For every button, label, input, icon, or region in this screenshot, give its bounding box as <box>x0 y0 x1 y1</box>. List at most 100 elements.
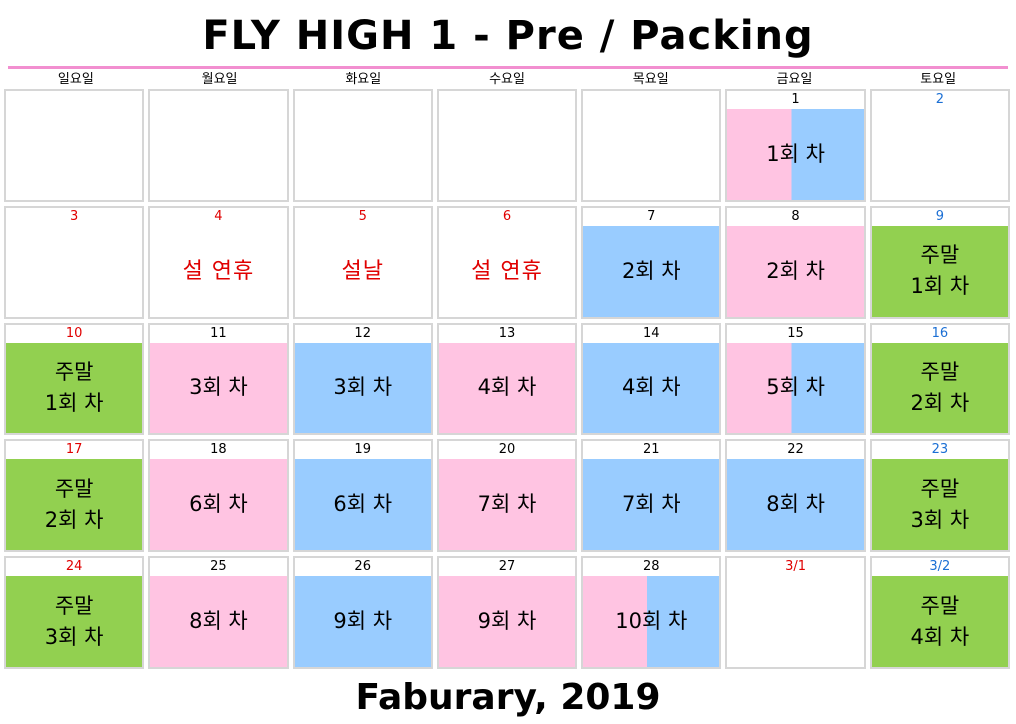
day-number: 20 <box>498 442 516 458</box>
holiday-label: 설 연휴 <box>182 258 255 284</box>
day-cell: 11 3회 차 <box>148 322 289 436</box>
session-block: 1회 차 <box>727 109 864 200</box>
weekday-mon: 월요일 <box>201 72 238 87</box>
day-cell: 15 5회 차 <box>725 322 866 436</box>
weekday-wed: 수요일 <box>489 72 525 87</box>
day-cell: 7 2회 차 <box>581 205 722 319</box>
session-block: 7회 차 <box>438 459 576 551</box>
session-label: 4회 차 <box>621 375 681 400</box>
day-cell: 18 6회 차 <box>148 439 289 553</box>
session-block: 주말 3회 차 <box>6 576 143 667</box>
day-cell <box>4 89 145 202</box>
day-number: 11 <box>210 325 227 341</box>
session-block: 2회 차 <box>727 225 864 317</box>
day-number: 16 <box>931 325 949 341</box>
session-block: 9회 차 <box>438 576 576 667</box>
weekday-sun: 일요일 <box>57 72 94 87</box>
session-block <box>295 109 431 200</box>
day-cell: 21 7회 차 <box>581 439 722 553</box>
day-number: 23 <box>931 442 949 458</box>
session-block <box>583 109 719 200</box>
session-label: 8회 차 <box>766 492 825 517</box>
month-caption: Faburary, 2019 <box>355 677 661 718</box>
session-label: 2회 차 <box>766 258 825 283</box>
day-number: 14 <box>643 325 660 341</box>
session-label: 주말 2회 차 <box>910 359 970 415</box>
session-block: 주말 2회 차 <box>6 459 143 551</box>
holiday-block: 설 연휴 <box>439 226 575 317</box>
day-number: 3/2 <box>929 559 951 575</box>
session-block: 6회 차 <box>150 459 287 551</box>
session-block: 주말 1회 차 <box>6 342 143 434</box>
weekday-sat: 토요일 <box>920 72 957 87</box>
day-number: 18 <box>210 442 227 458</box>
day-cell: 6 설 연휴 <box>436 205 578 319</box>
session-label: 주말 4회 차 <box>910 593 970 649</box>
session-block: 3회 차 <box>150 342 287 434</box>
day-number <box>439 91 575 109</box>
session-label: 7회 차 <box>477 492 537 517</box>
holiday-block: 설날 <box>295 226 431 317</box>
day-number: 3/1 <box>785 559 807 575</box>
day-number: 10 <box>65 325 83 341</box>
session-block <box>6 109 142 200</box>
day-number: 28 <box>643 559 660 575</box>
holiday-label: 설 연휴 <box>471 258 543 284</box>
session-label: 4회 차 <box>477 375 537 400</box>
session-block: 주말 3회 차 <box>871 459 1008 551</box>
day-cell: 28 10회 차 <box>581 556 722 669</box>
session-label: 5회 차 <box>766 375 825 400</box>
day-cell: 14 4회 차 <box>581 322 722 436</box>
weekday-thu: 목요일 <box>632 72 669 87</box>
day-cell: 12 3회 차 <box>292 322 433 436</box>
day-number: 1 <box>791 92 800 107</box>
day-cell: 20 7회 차 <box>436 439 578 553</box>
day-cell <box>581 89 722 202</box>
session-label: 7회 차 <box>621 492 681 517</box>
day-cell: 3/2 주말 4회 차 <box>869 556 1010 669</box>
day-cell: 26 9회 차 <box>292 556 433 669</box>
session-label: 주말 2회 차 <box>44 476 104 532</box>
session-label: 6회 차 <box>333 492 393 517</box>
day-number: 9 <box>935 208 944 224</box>
day-number <box>583 91 719 109</box>
session-block: 6회 차 <box>294 459 431 551</box>
session-block: 5회 차 <box>727 342 864 434</box>
session-label: 주말 3회 차 <box>44 593 104 649</box>
session-block: 9회 차 <box>294 576 431 667</box>
day-cell <box>292 89 433 202</box>
day-number: 22 <box>787 442 804 458</box>
session-label: 주말 1회 차 <box>910 243 970 299</box>
day-number: 4 <box>214 208 223 224</box>
day-number <box>6 91 142 109</box>
session-block: 4회 차 <box>583 342 720 434</box>
day-number: 3 <box>70 208 79 224</box>
day-cell: 17 주말 2회 차 <box>4 439 145 553</box>
day-number: 5 <box>358 208 367 224</box>
day-number: 24 <box>65 559 83 575</box>
session-block: 주말 2회 차 <box>871 342 1008 434</box>
session-label: 9회 차 <box>333 609 393 634</box>
day-number: 26 <box>354 559 371 575</box>
session-block: 4회 차 <box>438 342 576 434</box>
session-label: 6회 차 <box>189 492 248 517</box>
day-number <box>295 91 431 109</box>
session-block: 10회 차 <box>583 576 720 667</box>
day-number: 8 <box>791 208 800 224</box>
session-block: 주말 4회 차 <box>871 576 1008 667</box>
day-cell: 1 1회 차 <box>725 89 866 202</box>
session-label: 주말 3회 차 <box>910 476 970 532</box>
day-cell: 19 6회 차 <box>292 439 433 553</box>
day-cell: 16 주말 2회 차 <box>869 322 1010 436</box>
day-number <box>150 91 286 109</box>
session-block: 8회 차 <box>727 459 864 551</box>
day-cell: 4 설 연휴 <box>148 205 289 319</box>
session-label: 8회 차 <box>189 609 248 634</box>
day-number: 17 <box>65 442 83 458</box>
session-label: 10회 차 <box>615 609 688 634</box>
day-cell: 25 8회 차 <box>148 556 289 669</box>
session-block: 주말 1회 차 <box>871 225 1008 317</box>
session-block <box>150 109 286 200</box>
day-cell: 2 <box>869 89 1010 202</box>
day-cell: 24 주말 3회 차 <box>4 556 145 669</box>
